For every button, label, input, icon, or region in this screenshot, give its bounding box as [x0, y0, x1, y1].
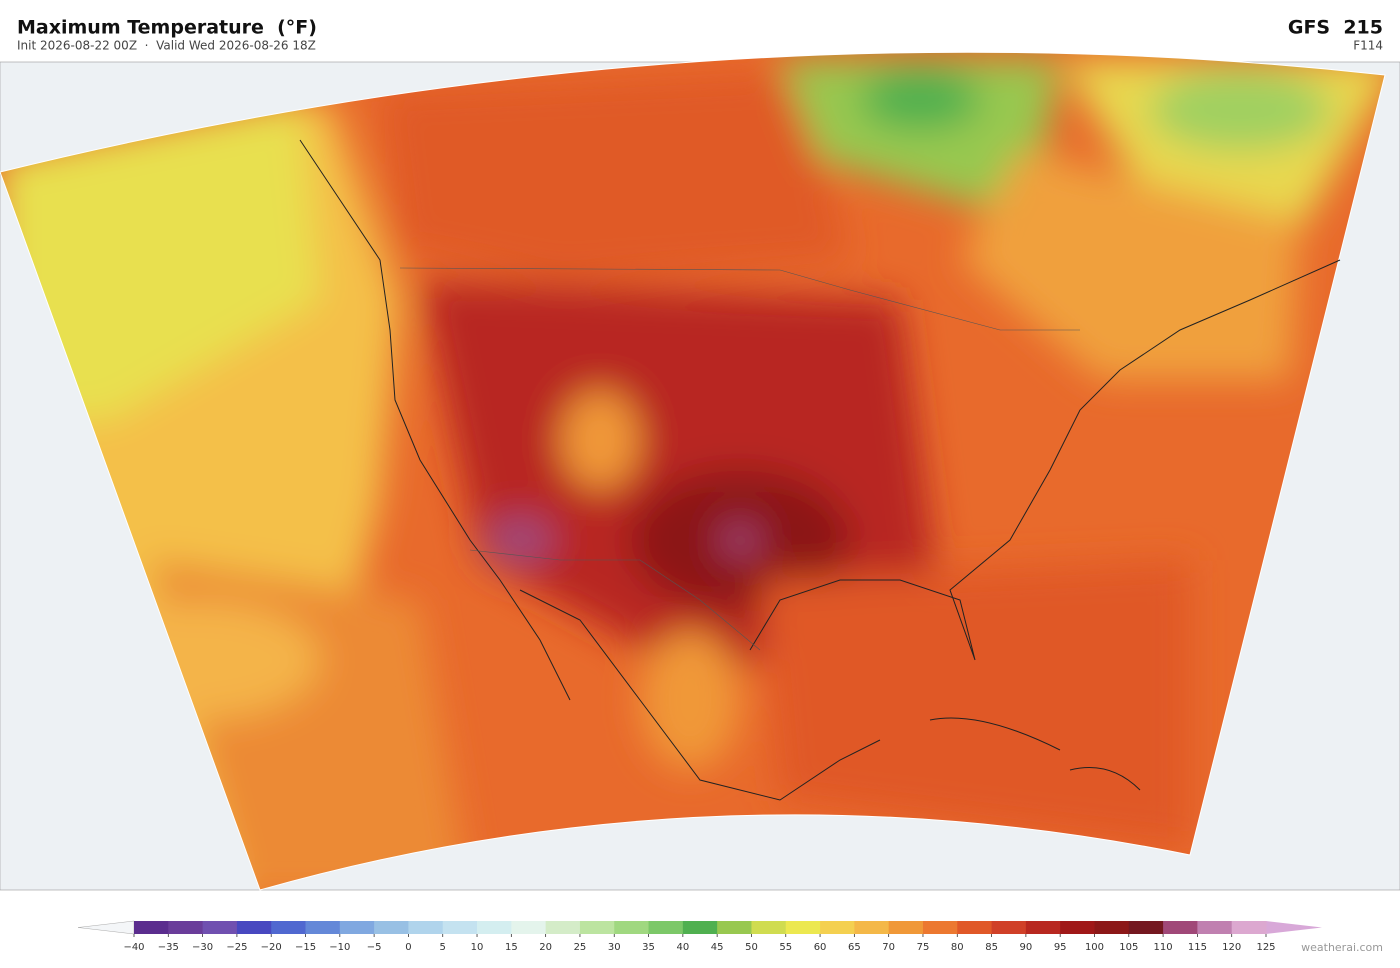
colorbar-segment: [408, 921, 444, 934]
credit: weatherai.com: [1301, 941, 1383, 954]
coastlines: [299, 139, 1341, 801]
colorbar-segment: [1197, 921, 1233, 934]
colorbar-segment: [305, 921, 341, 934]
colorbar-tick-label: −15: [295, 942, 316, 953]
colorbar-segment: [202, 921, 238, 934]
colorbar-tick-label: 30: [608, 942, 621, 953]
domain-edge: [0, 51, 1386, 891]
colorbar-tick-label: 15: [505, 942, 518, 953]
colorbar-tick-label: 55: [779, 942, 792, 953]
colorbar-tick-label: 35: [642, 942, 655, 953]
colorbar-segment: [682, 921, 718, 934]
model-label: GFS 215: [1288, 17, 1383, 39]
colorbar-tick-label: 5: [440, 942, 446, 953]
colorbar-segment: [854, 921, 890, 934]
colorbar-tick-label: −40: [123, 942, 144, 953]
colorbar-segment: [1094, 921, 1130, 934]
colorbar-tick-label: 85: [985, 942, 998, 953]
colorbar-segment: [545, 921, 581, 934]
colorbar-segment: [1231, 921, 1267, 934]
colorbar-segment: [511, 921, 547, 934]
colorbar-tick-label: 60: [814, 942, 827, 953]
colorbar-segment: [614, 921, 650, 934]
colorbar-tick-label: 0: [405, 942, 411, 953]
colorbar-segment: [579, 921, 615, 934]
colorbar-over: [1266, 921, 1322, 934]
colorbar-tick-label: 65: [848, 942, 861, 953]
colorbar-segment: [271, 921, 307, 934]
colorbar-segment: [339, 921, 375, 934]
title: Maximum Temperature (°F): [17, 17, 317, 39]
colorbar-segment: [888, 921, 924, 934]
colorbar-segment: [374, 921, 409, 934]
colorbar-segment: [442, 921, 478, 934]
colorbar-tick-label: 45: [711, 942, 724, 953]
borders: [399, 267, 1080, 651]
colorbar-tick-label: 70: [882, 942, 895, 953]
colorbar-tick-label: 20: [539, 942, 552, 953]
colorbar-under: [77, 920, 135, 935]
colorbar-segment: [1060, 921, 1095, 934]
colorbar-segment: [1163, 921, 1198, 934]
colorbar-segment: [717, 921, 752, 934]
colorbar-segment: [785, 921, 821, 934]
colorbar-tick-label: 25: [574, 942, 587, 953]
colorbar-tick-label: 75: [917, 942, 930, 953]
colorbar-tick-label: 80: [951, 942, 964, 953]
colorbar-tick-label: 100: [1085, 942, 1104, 953]
colorbar-tick-label: 10: [471, 942, 484, 953]
forecast-hour: F114: [1353, 39, 1383, 53]
colorbar-tick-label: 50: [745, 942, 758, 953]
colorbar-tick-label: 105: [1119, 942, 1138, 953]
colorbar-tick-label: −20: [261, 942, 282, 953]
colorbar-segment: [957, 921, 993, 934]
colorbar-tick-label: −5: [367, 942, 382, 953]
colorbar-tick-label: 120: [1222, 942, 1241, 953]
colorbar-tick-label: 110: [1154, 942, 1173, 953]
colorbar-segment: [134, 921, 169, 934]
colorbar-segment: [922, 921, 958, 934]
subtitle: Init 2026-08-22 00Z · Valid Wed 2026-08-…: [17, 39, 316, 53]
colorbar-tick-label: −25: [226, 942, 247, 953]
colorbar-tick-label: 125: [1256, 942, 1275, 953]
colorbar-tick-label: −35: [158, 942, 179, 953]
colorbar-segment: [648, 921, 684, 934]
colorbar-segment: [1128, 921, 1164, 934]
colorbar-segment: [477, 921, 512, 934]
colorbar-segment: [1025, 921, 1061, 934]
colorbar-segment: [820, 921, 855, 934]
colorbar: −40 −35 −30 −25 −20 −15 −10 −5 0 5 10 15 20 25 30 35 40 4…: [77, 920, 1322, 953]
colorbar-tick-label: −30: [192, 942, 213, 953]
colorbar-tick-label: 115: [1188, 942, 1207, 953]
colorbar-segment: [236, 921, 272, 934]
colorbar-tick-label: 40: [676, 942, 689, 953]
colorbar-segment: [751, 921, 787, 934]
colorbar-tick-label: 95: [1054, 942, 1067, 953]
colorbar-segment: [991, 921, 1027, 934]
colorbar-tick-label: 90: [1020, 942, 1033, 953]
colorbar-tick-label: −10: [329, 942, 350, 953]
colorbar-segment: [168, 921, 204, 934]
